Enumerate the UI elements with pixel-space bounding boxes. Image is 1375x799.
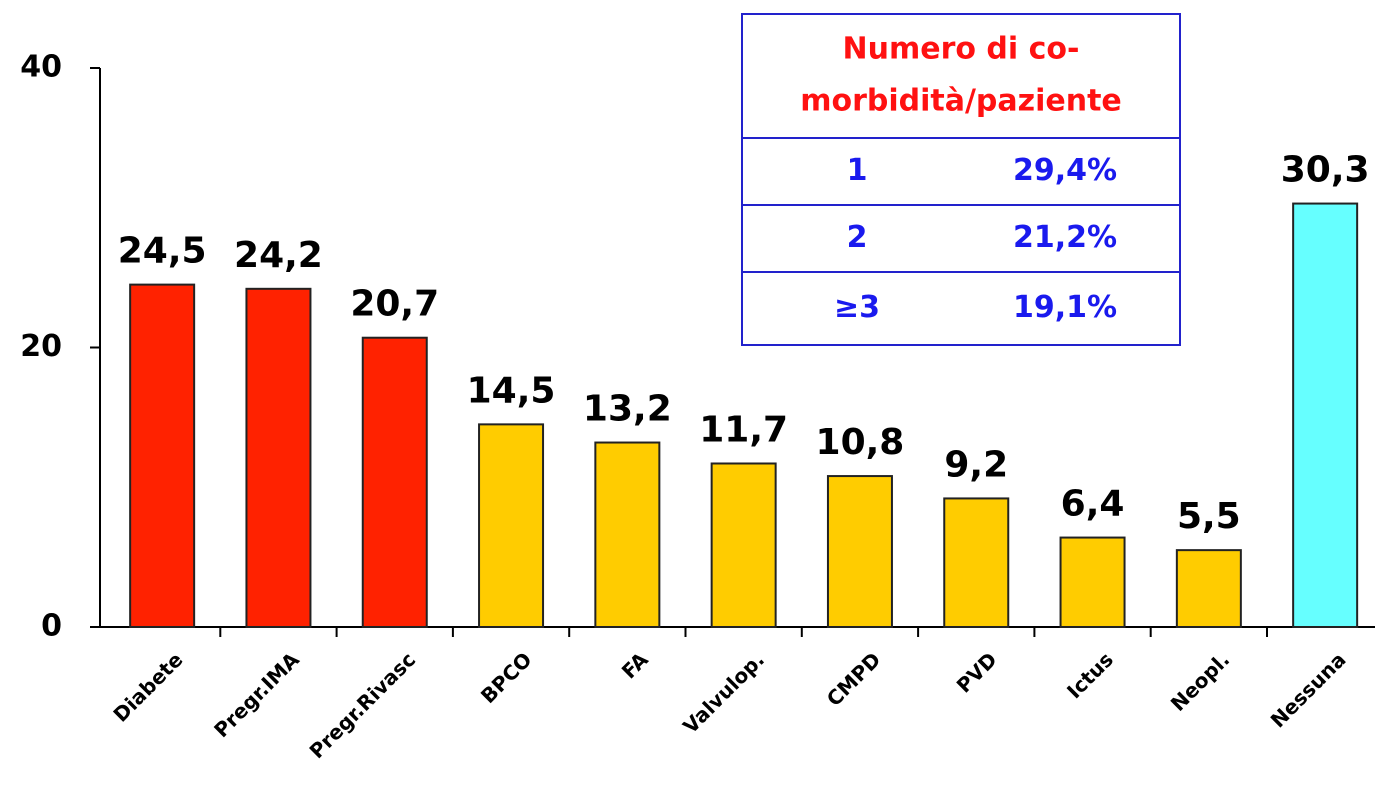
- x-tick-label: CMPD: [822, 647, 886, 711]
- y-tick-label: 40: [20, 50, 62, 85]
- x-tick-label: Pregr.IMA: [209, 647, 304, 742]
- table-cell: ≥3: [834, 290, 880, 325]
- value-label: 14,5: [467, 370, 556, 411]
- bar: [1059, 536, 1126, 628]
- bar: [1175, 549, 1242, 629]
- table-title: morbidità/paziente: [800, 84, 1122, 119]
- x-tick-label: Diabete: [108, 647, 187, 726]
- value-label: 24,5: [118, 231, 207, 272]
- value-label: 24,2: [234, 235, 323, 276]
- value-label: 10,8: [816, 422, 905, 463]
- x-tick-label: Pregr.Rivasc: [305, 647, 421, 763]
- y-tick-label: 0: [41, 609, 62, 644]
- table-cell: 21,2%: [1013, 220, 1117, 255]
- x-tick-label: Valvulop.: [678, 647, 769, 738]
- x-tick-label: Ictus: [1062, 647, 1118, 703]
- x-tick-label: PVD: [952, 647, 1002, 697]
- value-label: 6,4: [1061, 484, 1125, 525]
- value-label: 5,5: [1177, 496, 1241, 537]
- bar: [129, 283, 196, 628]
- x-tick-label: Nessuna: [1266, 647, 1351, 732]
- bar: [826, 475, 893, 628]
- value-label: 11,7: [699, 409, 788, 450]
- table-cell: 19,1%: [1013, 290, 1117, 325]
- value-label: 20,7: [350, 284, 439, 325]
- table-cell: 2: [847, 220, 868, 255]
- bar: [594, 441, 661, 628]
- value-label: 9,2: [944, 444, 1008, 485]
- bar: [1292, 202, 1359, 628]
- x-tick-label: Neopl.: [1166, 647, 1234, 715]
- table-frame: [741, 13, 1181, 346]
- bar: [478, 423, 545, 628]
- x-tick-label: FA: [617, 647, 653, 683]
- x-tick-label: BPCO: [476, 647, 537, 708]
- bar: [245, 287, 312, 628]
- bar: [361, 336, 428, 628]
- table-title: Numero di co-: [843, 32, 1080, 67]
- table-cell: 29,4%: [1013, 153, 1117, 188]
- bar: [710, 462, 777, 628]
- bar: [943, 497, 1010, 628]
- table-cell: 1: [847, 153, 868, 188]
- value-label: 30,3: [1281, 150, 1370, 191]
- y-tick-label: 20: [20, 329, 62, 364]
- value-label: 13,2: [583, 389, 672, 430]
